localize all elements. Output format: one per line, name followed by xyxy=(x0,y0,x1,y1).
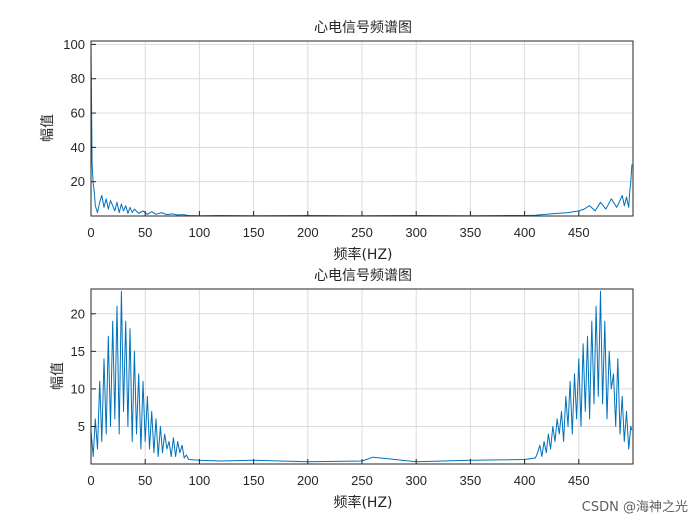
y-axis-label-bottom: 幅值 xyxy=(50,362,66,390)
x-tick-label-top: 200 xyxy=(297,225,319,240)
y-tick-label-bottom: 5 xyxy=(78,419,85,434)
x-tick-label-top: 350 xyxy=(460,225,482,240)
spectrum-plot-bottom: 心电信号频谱图 0 50 100 150 200 250 300 350 400 450 5 10 15… xyxy=(50,268,634,511)
x-tick-label-bottom: 150 xyxy=(243,473,265,488)
y-tick-label-top: 60 xyxy=(71,106,85,121)
x-axis-label-bottom: 频率(HZ) xyxy=(333,494,392,511)
y-tick-label-top: 100 xyxy=(63,37,85,52)
spectrum-line-top xyxy=(90,42,633,217)
x-tick-label-bottom: 250 xyxy=(351,473,373,488)
x-tick-label-top: 400 xyxy=(514,225,536,240)
x-tick-label-bottom: 300 xyxy=(405,473,427,488)
spectrum-plot-top: 心电信号频谱图 0 50 100 150 200 250 300 350 400 450 20 40 6… xyxy=(40,20,634,263)
x-tick-label-top: 300 xyxy=(405,225,427,240)
y-axis-label-top: 幅值 xyxy=(40,114,56,142)
x-tick-label-bottom: 0 xyxy=(87,473,94,488)
x-tick-label-top: 50 xyxy=(138,225,152,240)
x-tick-label-top: 150 xyxy=(243,225,265,240)
y-tick-label-top: 40 xyxy=(71,140,85,155)
chart-title-bottom: 心电信号频谱图 xyxy=(314,268,412,284)
watermark: CSDN @海神之光 xyxy=(581,500,688,515)
x-tick-label-bottom: 50 xyxy=(138,473,152,488)
y-tick-label-top: 80 xyxy=(71,71,85,86)
y-tick-label-bottom: 15 xyxy=(71,344,85,359)
x-tick-label-bottom: 100 xyxy=(189,473,211,488)
chart-title-top: 心电信号频谱图 xyxy=(314,20,412,36)
x-axis-label-top: 频率(HZ) xyxy=(333,246,392,263)
y-tick-label-bottom: 10 xyxy=(71,381,85,396)
x-tick-label-top: 250 xyxy=(351,225,373,240)
x-tick-label-top: 450 xyxy=(568,225,590,240)
x-tick-label-bottom: 350 xyxy=(460,473,482,488)
x-tick-label-bottom: 400 xyxy=(514,473,536,488)
spectrum-line-bottom xyxy=(90,290,633,463)
x-tick-label-top: 0 xyxy=(87,225,94,240)
x-tick-label-top: 100 xyxy=(189,225,211,240)
y-tick-label-top: 20 xyxy=(71,174,85,189)
x-tick-label-bottom: 200 xyxy=(297,473,319,488)
x-tick-label-bottom: 450 xyxy=(568,473,590,488)
y-tick-label-bottom: 20 xyxy=(71,306,85,321)
